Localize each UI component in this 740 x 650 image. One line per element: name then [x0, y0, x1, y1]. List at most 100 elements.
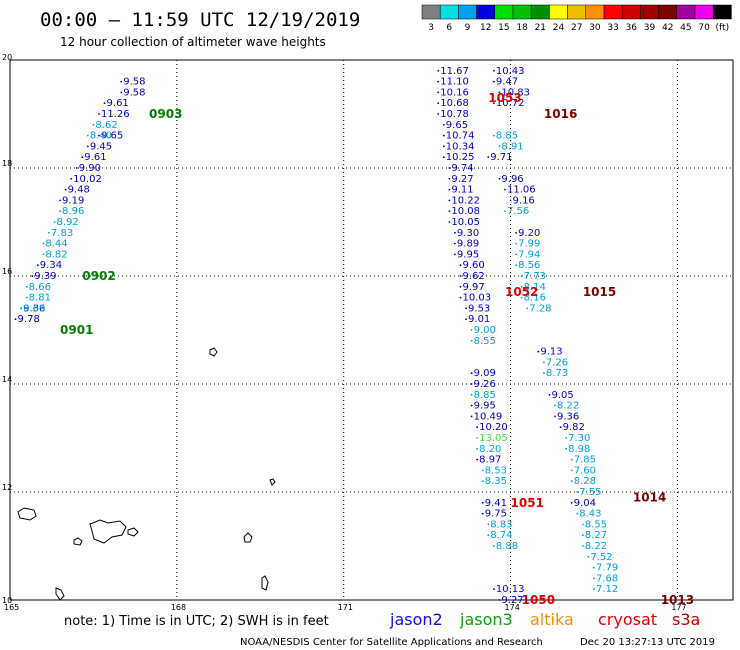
wave-height-label: 8.85: [474, 390, 496, 401]
wave-point: [498, 91, 501, 94]
wave-height-label: 7.12: [596, 584, 618, 595]
wave-point: [59, 199, 61, 202]
wave-height-label: 13.05: [479, 433, 508, 444]
wave-height-label: 10.49: [474, 411, 503, 422]
wave-height-label: 10.22: [451, 195, 480, 206]
wave-height-label: 8.53: [485, 465, 507, 476]
wave-point: [25, 285, 28, 288]
wave-point: [442, 123, 445, 126]
wave-height-label: 8.35: [485, 476, 507, 487]
colorbar-label: 39: [644, 23, 656, 33]
wave-height-label: 9.65: [101, 131, 123, 142]
wave-point: [448, 221, 451, 223]
wave-height-label: 8.22: [585, 541, 607, 552]
wave-point: [459, 296, 462, 299]
wave-point: [120, 80, 123, 83]
wave-height-label: 11.67: [440, 66, 469, 77]
island-outline: [55, 587, 65, 601]
wave-height-label: 9.04: [574, 498, 596, 509]
wave-height-label: 7.83: [51, 228, 73, 239]
grid-lines: [9, 59, 733, 601]
wave-point: [548, 393, 551, 396]
wave-point: [481, 469, 484, 472]
wave-height-label: 11.06: [507, 185, 536, 196]
wave-height-label: 9.09: [474, 368, 496, 379]
wave-point: [442, 156, 445, 159]
wave-point: [476, 426, 479, 429]
wave-point: [448, 188, 451, 191]
colorbar-swatch: [494, 4, 514, 20]
wave-point: [437, 102, 440, 105]
colorbar-swatch: [694, 4, 714, 20]
island-outline: [269, 478, 276, 486]
wave-point: [581, 523, 584, 526]
pass-time-labels: 0903 0902 0901 1053 1016 1052 1015 1051 1014 1050…: [60, 91, 694, 607]
wave-point: [554, 404, 556, 407]
wave-height-label: 7.30: [568, 433, 590, 444]
wave-point: [448, 177, 451, 180]
pass-time-label: 1013: [661, 593, 694, 607]
colorbar-swatch: [421, 4, 441, 20]
wave-height-label: 9.75: [485, 509, 507, 520]
wave-height-label: 9.11: [451, 185, 473, 196]
wave-point: [520, 285, 523, 288]
colorbar-swatch: [549, 4, 568, 20]
x-tick-label: 174: [505, 603, 520, 612]
colorbar-swatch: [676, 4, 696, 20]
wave-point: [593, 566, 595, 569]
colorbar-label: 27: [571, 23, 582, 33]
wave-height-label: 9.61: [84, 152, 106, 163]
wave-point: [103, 102, 106, 105]
wave-height-label: 8.62: [95, 120, 117, 131]
wave-point: [98, 113, 100, 115]
wave-height-label: 8.85: [496, 131, 518, 142]
wave-point: [459, 264, 462, 267]
colorbar-label: 30: [589, 23, 601, 33]
wave-height-label: 7.94: [518, 249, 540, 260]
wave-height-label: 8.27: [585, 530, 607, 541]
colorbar-swatch: [603, 4, 623, 20]
wave-height-label: 8.83: [490, 519, 512, 530]
legend-s3a: s3a: [672, 610, 700, 629]
wave-height-label: 10.03: [462, 293, 491, 304]
colorbar-label: 6: [446, 23, 452, 33]
island-outline: [89, 519, 127, 544]
colorbar-swatch: [658, 4, 678, 20]
wave-point: [570, 501, 573, 504]
wave-height-label: 11.26: [101, 109, 130, 120]
wave-height-label: 9.95: [474, 401, 496, 412]
wave-height-label: 9.27: [451, 174, 473, 185]
wave-height-label: 8.73: [546, 368, 568, 379]
wave-height-label: 9.05: [551, 390, 573, 401]
wave-point: [492, 134, 495, 137]
wave-height-label: 9.00: [474, 325, 496, 336]
wave-height-label: 9.58: [123, 87, 145, 98]
wave-point: [470, 393, 473, 396]
wave-point: [53, 221, 56, 223]
wave-point: [20, 307, 23, 310]
wave-height-label: 7.85: [574, 455, 596, 466]
wave-height-label: 9.96: [501, 174, 523, 185]
wave-point: [42, 242, 45, 245]
wave-point: [442, 134, 445, 137]
wave-height-label: 7.28: [529, 303, 551, 314]
footer-credit: NOAA/NESDIS Center for Satellite Applica…: [240, 637, 543, 648]
wave-point: [515, 253, 517, 256]
wave-point: [520, 275, 523, 277]
wave-height-label: 8.81: [29, 293, 51, 304]
wave-point: [86, 145, 89, 148]
colorbar-label: 33: [607, 23, 618, 33]
chart-subtitle: 12 hour collection of altimeter wave hei…: [60, 35, 326, 49]
colorbar-swatch: [458, 4, 477, 20]
wave-height-label: 9.26: [474, 379, 496, 390]
wave-height-label: 9.74: [451, 163, 473, 174]
wave-height-label: 9.48: [68, 185, 90, 196]
wave-point: [70, 177, 73, 180]
wave-height-label: 8.88: [496, 541, 518, 552]
wave-height-label: 8.97: [479, 455, 501, 466]
wave-point: [81, 156, 84, 159]
wave-height-label: 7.55: [579, 487, 601, 498]
colorbar-swatch: [640, 4, 659, 20]
pass-time-label: 0901: [60, 323, 93, 337]
